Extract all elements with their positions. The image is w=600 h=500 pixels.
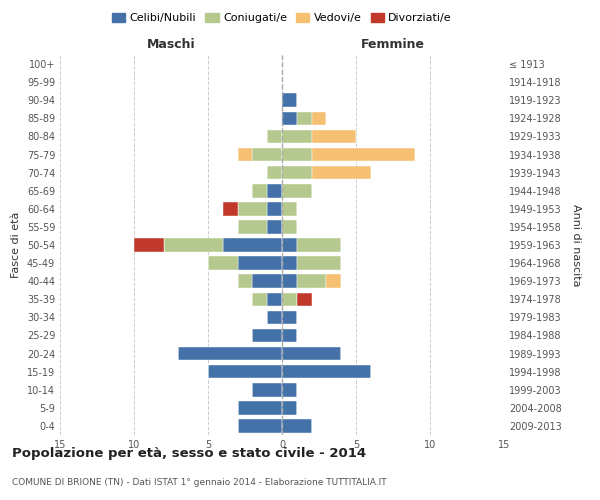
Bar [267, 220, 282, 234]
Bar [267, 184, 282, 198]
Bar [282, 238, 297, 252]
Bar [282, 274, 297, 288]
Bar [326, 274, 341, 288]
Bar [267, 130, 282, 143]
Bar [282, 148, 311, 162]
Bar [253, 328, 282, 342]
Bar [208, 365, 282, 378]
Bar [282, 202, 297, 215]
Bar [282, 401, 297, 414]
Bar [238, 256, 282, 270]
Bar [223, 202, 238, 215]
Bar [311, 166, 371, 179]
Bar [311, 130, 356, 143]
Bar [282, 184, 311, 198]
Bar [282, 419, 311, 432]
Bar [253, 148, 282, 162]
Bar [297, 292, 311, 306]
Bar [238, 274, 253, 288]
Bar [297, 112, 311, 125]
Legend: Celibi/Nubili, Coniugati/e, Vedovi/e, Divorziati/e: Celibi/Nubili, Coniugati/e, Vedovi/e, Di… [107, 8, 457, 28]
Bar [282, 130, 311, 143]
Text: Popolazione per età, sesso e stato civile - 2014: Popolazione per età, sesso e stato civil… [12, 448, 366, 460]
Bar [253, 184, 267, 198]
Bar [253, 274, 282, 288]
Bar [297, 274, 326, 288]
Bar [253, 292, 267, 306]
Bar [282, 328, 297, 342]
Bar [253, 383, 282, 396]
Bar [134, 238, 164, 252]
Bar [311, 112, 326, 125]
Bar [282, 220, 297, 234]
Bar [267, 166, 282, 179]
Bar [178, 347, 282, 360]
Bar [297, 256, 341, 270]
Text: COMUNE DI BRIONE (TN) - Dati ISTAT 1° gennaio 2014 - Elaborazione TUTTITALIA.IT: COMUNE DI BRIONE (TN) - Dati ISTAT 1° ge… [12, 478, 386, 487]
Bar [282, 166, 311, 179]
Bar [282, 256, 297, 270]
Bar [311, 148, 415, 162]
Bar [238, 220, 267, 234]
Bar [223, 238, 282, 252]
Bar [282, 383, 297, 396]
Bar [282, 94, 297, 107]
Bar [267, 310, 282, 324]
Bar [164, 238, 223, 252]
Text: Maschi: Maschi [146, 38, 196, 52]
Bar [238, 401, 282, 414]
Bar [282, 365, 371, 378]
Y-axis label: Fasce di età: Fasce di età [11, 212, 21, 278]
Bar [238, 202, 267, 215]
Bar [267, 292, 282, 306]
Y-axis label: Anni di nascita: Anni di nascita [571, 204, 581, 286]
Bar [208, 256, 238, 270]
Bar [297, 238, 341, 252]
Bar [238, 148, 253, 162]
Bar [238, 419, 282, 432]
Bar [282, 310, 297, 324]
Text: Femmine: Femmine [361, 38, 425, 52]
Bar [267, 202, 282, 215]
Bar [282, 292, 297, 306]
Bar [282, 112, 297, 125]
Bar [282, 347, 341, 360]
